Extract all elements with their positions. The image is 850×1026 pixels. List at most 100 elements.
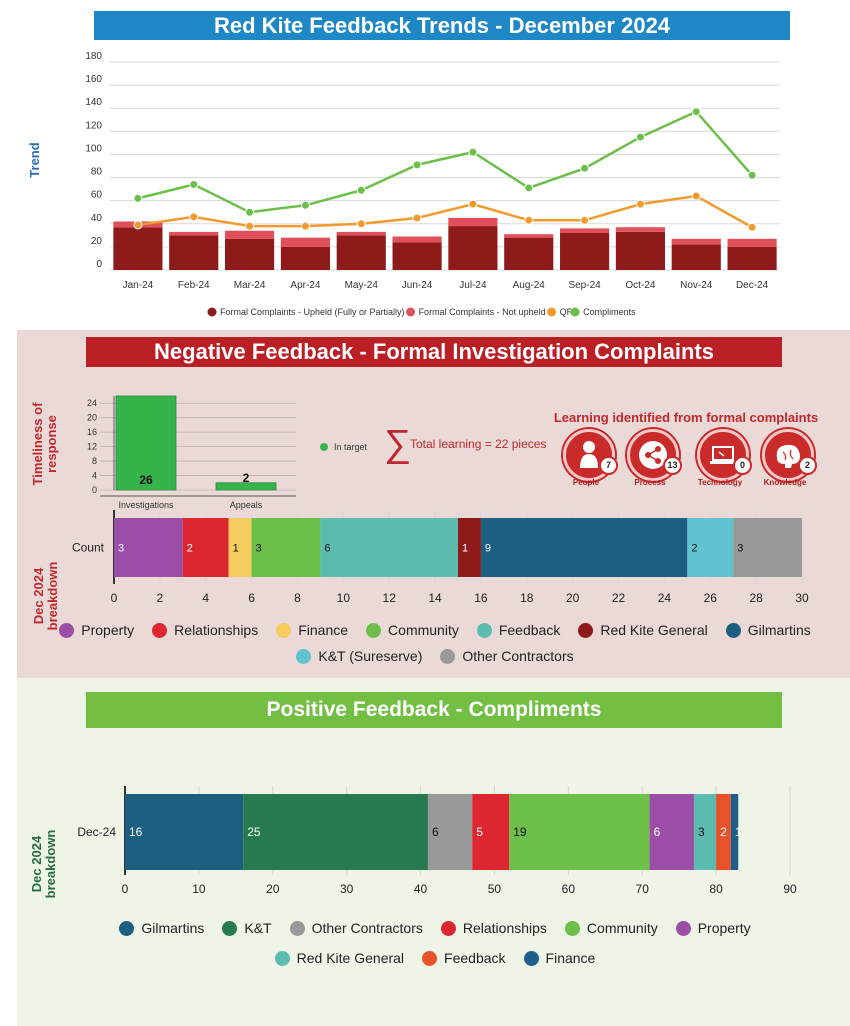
trend-point-compliments <box>747 170 757 180</box>
trend-point-qr <box>691 191 701 201</box>
legend-item-property: Property <box>675 920 751 936</box>
trend-y-tick-label: 80 <box>91 167 103 178</box>
legend-row: Gilmartins K&T Other Contractors Relationsh… <box>40 920 830 936</box>
legend-swatch <box>440 920 456 936</box>
trend-point-compliments <box>300 200 310 210</box>
trend-legend-label: Formal Complaints - Upheld (Fully or Par… <box>220 307 405 317</box>
trend-point-compliments <box>524 183 534 193</box>
trend-bar-upheld <box>225 238 275 270</box>
legend-label: Property <box>81 622 135 638</box>
trend-bar-upheld <box>504 237 554 270</box>
legend-label: Other Contractors <box>462 648 574 664</box>
segment-property <box>649 794 694 870</box>
trend-x-tick-label: Jan-24 <box>123 280 154 291</box>
legend-label: Gilmartins <box>141 920 205 936</box>
legend-row: Red Kite General Feedback Finance <box>40 950 830 966</box>
trend-bar-not-upheld <box>225 230 275 239</box>
trend-x-tick-label: Feb-24 <box>178 280 210 291</box>
learning-count-badge: 2 <box>798 456 817 475</box>
legend-item-other-contractors: Other Contractors <box>289 920 423 936</box>
trend-point-qr <box>412 213 422 223</box>
trend-bar-upheld <box>727 246 777 270</box>
legend-swatch <box>578 622 594 638</box>
trend-bar-not-upheld <box>280 237 330 247</box>
timeliness-y-tick-label: 20 <box>87 413 97 423</box>
segment-value-label: 3 <box>737 543 743 555</box>
legend-swatch <box>523 950 539 966</box>
learning-title: Learning identified from formal complain… <box>553 410 819 425</box>
legend-label: Feedback <box>444 950 506 966</box>
legend-item-other-contractors: Other Contractors <box>440 648 574 664</box>
positive-breakdown-chart: 0 10 20 30 40 50 60 70 80 90 Dec-24 16 25 6 5 19 6 3 2 1 <box>77 786 797 896</box>
breakdown-x-tick-label: 24 <box>658 591 672 605</box>
timeliness-x-tick-label: Investigations <box>118 500 174 510</box>
timeliness-legend: In target <box>320 442 367 452</box>
trend-x-tick-label: Sep-24 <box>568 280 601 291</box>
timeliness-side-label: Timeliness of response <box>30 389 59 499</box>
segment-value-label: 25 <box>247 825 261 839</box>
trend-point-qr <box>356 219 366 229</box>
timeliness-y-tick-label: 16 <box>87 427 97 437</box>
trend-y-tick-label: 100 <box>85 143 102 154</box>
trend-bar-upheld <box>560 233 610 270</box>
legend-item-kandt-sureserve: K&T (Sureserve) <box>296 648 422 664</box>
trend-point-qr <box>300 221 310 231</box>
trend-chart: 0 20 40 60 80 100 120 140 160 180 Jan-24 Feb-24 Mar-… <box>85 52 780 317</box>
sigma-icon: ∑ <box>384 423 412 465</box>
legend-label: Relationships <box>174 622 259 638</box>
positive-breakdown-legend: Gilmartins K&T Other Contractors Relationsh… <box>40 920 830 966</box>
trend-point-compliments <box>133 193 143 203</box>
segment-community <box>509 794 650 870</box>
breakdown-x-tick-label: 30 <box>340 882 354 896</box>
trend-point-qr <box>524 215 534 225</box>
legend-swatch <box>289 920 305 936</box>
legend-label: Property <box>697 920 751 936</box>
trend-bar-upheld <box>392 242 442 270</box>
trend-x-tick-label: Nov-24 <box>680 280 713 291</box>
segment-value-label: 16 <box>129 825 143 839</box>
legend-label: Relationships <box>462 920 547 936</box>
learning-count-badge: 0 <box>733 456 752 475</box>
trend-point-compliments <box>691 107 701 117</box>
segment-value-label: 1 <box>735 825 742 839</box>
positive-breakdown-side-label: Dec 2024 breakdown <box>29 824 58 904</box>
legend-item-property: Property <box>59 622 134 638</box>
segment-value-label: 2 <box>187 543 193 555</box>
breakdown-x-tick-label: 6 <box>248 591 255 605</box>
segment-finance <box>228 518 252 577</box>
legend-label: Red Kite General <box>600 622 708 638</box>
in-target-swatch <box>320 443 328 451</box>
trend-bar-upheld <box>336 235 386 270</box>
segment-value-label: 3 <box>256 543 262 555</box>
segment-value-label: 1 <box>233 543 239 555</box>
legend-item-community: Community <box>564 920 658 936</box>
segment-kandt <box>243 794 428 870</box>
legend-label: Gilmartins <box>747 622 811 638</box>
segment-kandt-sureserve <box>687 518 734 577</box>
segment-relationships <box>472 794 510 870</box>
learning-label: Process <box>634 478 666 487</box>
trend-point-compliments <box>189 179 199 189</box>
trend-bar-upheld <box>280 246 330 270</box>
trend-bar-not-upheld <box>336 231 386 236</box>
breakdown-category-label: Dec-24 <box>77 825 116 839</box>
segment-red-kite-general <box>693 794 717 870</box>
legend-swatch <box>725 622 741 638</box>
positive-breakdown-side-label-line1: Dec 2024 <box>29 835 44 893</box>
trend-x-tick-label: Mar-24 <box>234 280 266 291</box>
trend-y-tick-label: 180 <box>85 52 102 62</box>
legend-item-kandt: K&T <box>222 920 272 936</box>
legend-item-red-kite-general: Red Kite General <box>578 622 708 638</box>
trend-bar-not-upheld <box>448 218 498 227</box>
legend-swatch <box>274 950 290 966</box>
trend-bar-upheld <box>615 231 665 270</box>
legend-item-feedback: Feedback <box>422 950 506 966</box>
breakdown-x-tick-label: 10 <box>192 882 206 896</box>
trends-title-banner: Red Kite Feedback Trends - December 2024 <box>94 11 790 40</box>
trend-point-qr <box>747 222 757 232</box>
trend-point-compliments <box>580 163 590 173</box>
legend-item-finance: Finance <box>276 622 348 638</box>
trend-legend-label: QR <box>560 307 574 317</box>
legend-label: Red Kite General <box>296 950 405 966</box>
trend-y-tick-label: 60 <box>91 190 103 201</box>
